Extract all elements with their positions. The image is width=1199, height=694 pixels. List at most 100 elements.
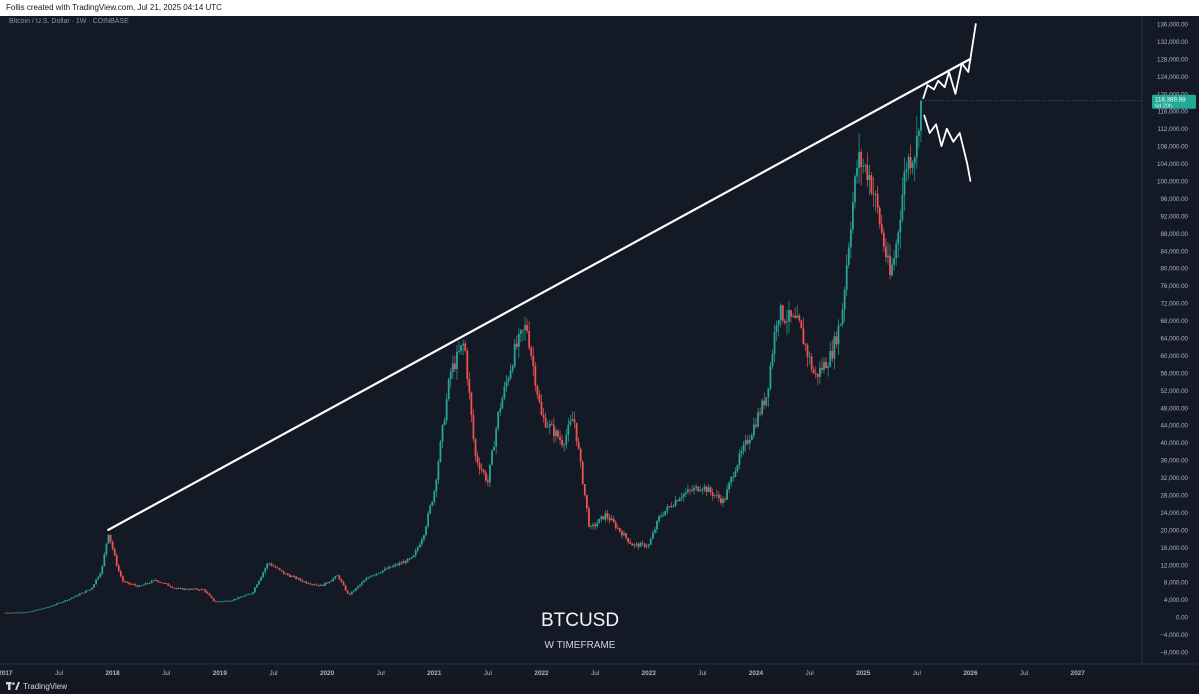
candle-body xyxy=(761,400,764,414)
y-tick-label: 120,000.00 xyxy=(1157,91,1189,98)
candle-body xyxy=(185,588,188,590)
candle-body xyxy=(49,606,52,607)
credit-text: Follis created with TradingView.com, Jul… xyxy=(6,3,222,12)
y-tick-label: 84,000.00 xyxy=(1160,248,1188,255)
candle-body xyxy=(239,597,242,598)
candle-body xyxy=(860,151,863,167)
candle-body xyxy=(35,609,38,611)
candle-body xyxy=(878,207,881,225)
x-tick-label: 2024 xyxy=(749,670,764,677)
candle-body xyxy=(703,486,706,490)
candle-body xyxy=(637,543,640,547)
candle-body xyxy=(130,583,133,585)
candle-body xyxy=(136,585,139,587)
candle-body xyxy=(175,588,178,589)
candle-body xyxy=(583,483,586,495)
candle-body xyxy=(550,423,553,425)
candle-body xyxy=(361,582,364,585)
candle-body xyxy=(722,498,724,503)
candle-body xyxy=(231,600,234,602)
resistance-trendline xyxy=(107,57,972,531)
candle-body xyxy=(251,592,254,594)
candle-body xyxy=(724,498,726,500)
candle-body xyxy=(672,505,675,507)
candle-body xyxy=(746,440,749,444)
candle-body xyxy=(117,565,120,572)
candle-body xyxy=(20,612,23,614)
candle-body xyxy=(590,526,592,527)
candle-body xyxy=(303,581,306,583)
candle-body xyxy=(177,588,180,589)
candle-body xyxy=(517,333,520,347)
tradingview-logo[interactable]: TradingView xyxy=(6,681,67,691)
candle-body xyxy=(676,500,679,502)
x-tick-label: Jul xyxy=(698,670,706,677)
candle-body xyxy=(907,157,910,170)
candle-body xyxy=(169,585,172,587)
candle-body xyxy=(227,600,229,602)
candle-body xyxy=(33,610,36,612)
candle-body xyxy=(56,603,58,605)
y-tick-label: 132,000.00 xyxy=(1157,39,1189,46)
y-tick-label: 112,000.00 xyxy=(1157,126,1188,133)
candle-body xyxy=(179,588,182,589)
candle-body xyxy=(767,388,770,398)
y-tick-label: 108,000.00 xyxy=(1157,144,1189,151)
candle-body xyxy=(445,399,448,421)
candle-body xyxy=(581,461,584,484)
candle-body xyxy=(363,580,366,583)
y-tick-label: 44,000.00 xyxy=(1160,423,1188,430)
candle-body xyxy=(16,612,19,614)
price-chart[interactable]: 136,000.00 132,000.00 128,000.00 124,000.00… xyxy=(0,16,1199,678)
candle-body xyxy=(526,325,528,332)
candle-body xyxy=(423,535,425,540)
candle-body xyxy=(119,571,122,577)
candle-body xyxy=(388,566,390,569)
candle-body xyxy=(849,229,852,248)
candle-body xyxy=(352,590,355,592)
candle-body xyxy=(31,610,34,612)
candle-body xyxy=(348,593,351,595)
candle-body xyxy=(45,607,48,609)
x-tick-label: 2023 xyxy=(642,670,657,677)
candle-body xyxy=(505,381,508,387)
x-tick-label: 2027 xyxy=(1071,670,1086,677)
candle-body xyxy=(103,554,106,567)
candle-body xyxy=(190,588,192,590)
candle-body xyxy=(392,565,394,568)
candle-body xyxy=(540,401,543,415)
candle-body xyxy=(243,595,246,597)
candle-body xyxy=(651,532,654,539)
candle-body xyxy=(689,489,691,491)
footer-bar: TradingView xyxy=(0,678,1199,694)
candle-body xyxy=(750,435,753,440)
candle-body xyxy=(148,582,151,584)
candle-body xyxy=(344,585,347,591)
candle-body xyxy=(596,523,599,527)
x-tick-label: Jul xyxy=(269,670,277,677)
candle-body xyxy=(561,439,564,446)
candle-body xyxy=(484,472,487,481)
candle-body xyxy=(317,584,320,586)
candle-body xyxy=(342,581,345,586)
candle-body xyxy=(41,608,44,610)
candle-body xyxy=(198,589,201,591)
candle-body xyxy=(315,584,318,586)
y-tick-label: 72,000.00 xyxy=(1160,301,1188,308)
candle-body xyxy=(687,489,689,493)
bullish-scenario-path xyxy=(922,23,977,99)
candle-body xyxy=(99,573,102,577)
candle-body xyxy=(208,593,211,596)
candle-body xyxy=(552,424,555,437)
chart-area[interactable]: 136,000.00 132,000.00 128,000.00 124,000.00… xyxy=(0,16,1199,678)
y-tick-label: 88,000.00 xyxy=(1160,231,1188,238)
candle-body xyxy=(4,612,7,614)
candle-body xyxy=(394,564,397,566)
candle-body xyxy=(744,440,747,445)
y-tick-label: 60,000.00 xyxy=(1160,353,1188,360)
candle-body xyxy=(435,479,438,492)
x-tick-label: Jul xyxy=(484,670,492,677)
candle-body xyxy=(97,576,100,580)
candle-body xyxy=(889,255,891,276)
candle-body xyxy=(157,580,159,582)
